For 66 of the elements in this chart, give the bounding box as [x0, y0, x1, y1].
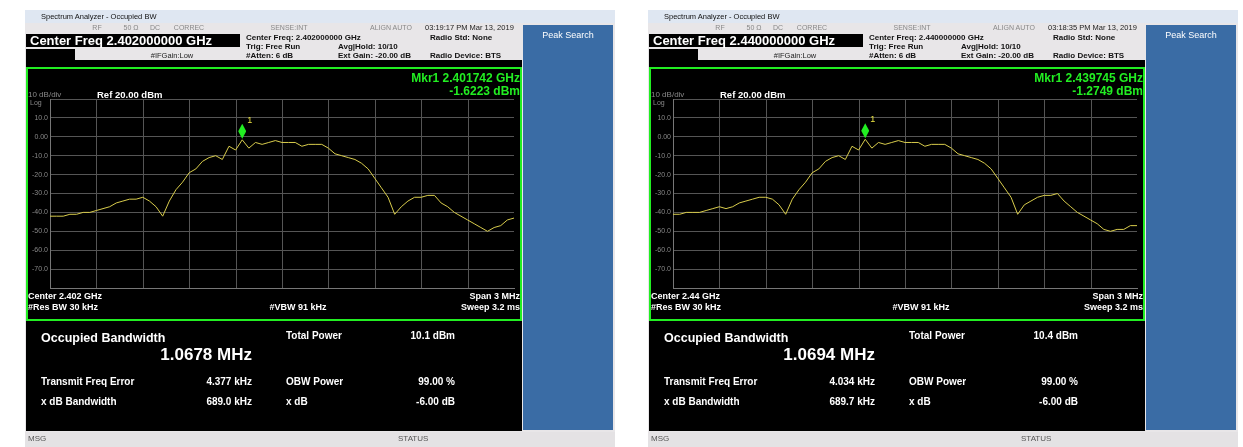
text: 99.00 %	[418, 376, 455, 387]
text: Peak Search	[1165, 30, 1217, 41]
text: x dB	[909, 396, 931, 407]
text: -1.2749 dBm	[1072, 84, 1143, 99]
text: -6.00 dB	[416, 396, 455, 407]
text: OBW Power	[286, 376, 344, 387]
text: 689.7 kHz	[829, 396, 875, 407]
text: Ext Gain: -20.00 dB	[338, 51, 411, 61]
text: Trig: Free Run	[246, 42, 301, 52]
text: Avg|Hold: 10/10	[961, 42, 1021, 52]
text: Sweep 3.2 ms	[460, 302, 520, 313]
text: 4.034 kHz	[829, 376, 875, 387]
text: Occupied Bandwidth	[41, 331, 166, 346]
text: Radio Device: BTS	[1053, 51, 1125, 61]
text: Radio Std: None	[1053, 33, 1116, 43]
text: Mkr1 2.439745 GHz	[1034, 71, 1143, 86]
text: Sweep 3.2 ms	[1083, 302, 1143, 313]
text: Center Freq: 2.440000000 GHz	[869, 33, 984, 43]
text: 10.1 dBm	[410, 330, 455, 341]
text: #Atten: 6 dB	[869, 51, 917, 61]
text: STATUS	[398, 434, 429, 444]
text: Center 2.44 GHz	[651, 291, 721, 302]
annotation: Ref 20.00 dBm	[97, 89, 163, 101]
text: Total Power	[286, 330, 342, 341]
text: x dB Bandwidth	[41, 396, 117, 407]
text: #VBW 91 kHz	[892, 302, 950, 313]
text: Total Power	[909, 330, 965, 341]
text: Center Freq 2.402000000 GHz	[30, 33, 213, 49]
annotation: 1	[870, 114, 876, 126]
annotation: 10 dB/div	[28, 90, 62, 100]
text: 4.377 kHz	[206, 376, 252, 387]
text: 10.4 dBm	[1033, 330, 1078, 341]
text: Span 3 MHz	[469, 291, 520, 302]
text: Radio Device: BTS	[430, 51, 502, 61]
text: Span 3 MHz	[1092, 291, 1143, 302]
text: MSG	[28, 434, 47, 444]
text: Center Freq 2.440000000 GHz	[653, 33, 836, 49]
text: STATUS	[1021, 434, 1052, 444]
annotation: 10 dB/div	[651, 90, 685, 100]
text: 1.0694 MHz	[783, 345, 875, 365]
text: x dB Bandwidth	[664, 396, 740, 407]
text: 1.0678 MHz	[160, 345, 252, 365]
text: Radio Std: None	[430, 33, 493, 43]
text: Avg|Hold: 10/10	[338, 42, 398, 52]
text: Transmit Freq Error	[664, 376, 758, 387]
text: #Res BW 30 kHz	[651, 302, 722, 313]
text: x dB	[286, 396, 308, 407]
text: -6.00 dB	[1039, 396, 1078, 407]
text: Center 2.402 GHz	[28, 291, 103, 302]
text: MSG	[651, 434, 670, 444]
text: 99.00 %	[1041, 376, 1078, 387]
text: Mkr1 2.401742 GHz	[411, 71, 520, 86]
text: #Res BW 30 kHz	[28, 302, 99, 313]
text: #Atten: 6 dB	[246, 51, 294, 61]
annotation: 1	[247, 114, 253, 126]
text: Occupied Bandwidth	[664, 331, 789, 346]
text: Center Freq: 2.402000000 GHz	[246, 33, 361, 43]
text: -1.6223 dBm	[449, 84, 520, 99]
text: Peak Search	[542, 30, 594, 41]
text: OBW Power	[909, 376, 967, 387]
annotation: Ref 20.00 dBm	[720, 89, 786, 101]
text: #VBW 91 kHz	[269, 302, 327, 313]
text: Trig: Free Run	[869, 42, 924, 52]
text: Transmit Freq Error	[41, 376, 135, 387]
text: 689.0 kHz	[206, 396, 252, 407]
text: Ext Gain: -20.00 dB	[961, 51, 1034, 61]
